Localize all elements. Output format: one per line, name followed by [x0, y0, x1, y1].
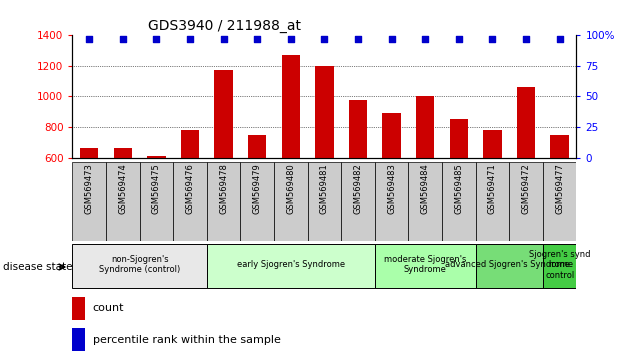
- Bar: [375, 244, 476, 287]
- Text: GSM569473: GSM569473: [85, 163, 94, 214]
- Bar: [450, 119, 468, 158]
- Bar: [375, 162, 408, 241]
- Bar: [72, 244, 207, 287]
- Text: non-Sjogren's
Syndrome (control): non-Sjogren's Syndrome (control): [99, 255, 180, 274]
- Text: percentile rank within the sample: percentile rank within the sample: [93, 335, 280, 344]
- Point: [84, 36, 94, 42]
- Bar: [140, 162, 173, 241]
- Point: [554, 36, 564, 42]
- Text: moderate Sjogren's
Syndrome: moderate Sjogren's Syndrome: [384, 255, 466, 274]
- Point: [521, 36, 531, 42]
- Text: GSM569485: GSM569485: [454, 163, 463, 214]
- Bar: [207, 162, 241, 241]
- Bar: [315, 66, 334, 158]
- Bar: [349, 100, 367, 158]
- Text: GSM569471: GSM569471: [488, 163, 497, 214]
- Point: [118, 36, 128, 42]
- Text: GSM569482: GSM569482: [353, 163, 362, 214]
- Bar: [476, 162, 509, 241]
- Bar: [282, 55, 300, 158]
- Bar: [248, 135, 266, 158]
- Text: GSM569483: GSM569483: [387, 163, 396, 214]
- Bar: [509, 162, 543, 241]
- Text: GSM569481: GSM569481: [320, 163, 329, 214]
- Point: [185, 36, 195, 42]
- Bar: [483, 130, 501, 158]
- Bar: [476, 244, 543, 287]
- Bar: [442, 162, 476, 241]
- Bar: [173, 162, 207, 241]
- Bar: [274, 162, 307, 241]
- Text: GSM569475: GSM569475: [152, 163, 161, 214]
- Bar: [72, 162, 106, 241]
- Bar: [106, 162, 140, 241]
- Bar: [72, 328, 85, 351]
- Bar: [416, 96, 435, 158]
- Text: GSM569484: GSM569484: [421, 163, 430, 214]
- Text: early Sjogren's Syndrome: early Sjogren's Syndrome: [237, 260, 345, 269]
- Point: [420, 36, 430, 42]
- Text: GSM569477: GSM569477: [555, 163, 564, 214]
- Bar: [408, 162, 442, 241]
- Point: [252, 36, 262, 42]
- Text: GSM569480: GSM569480: [287, 163, 295, 214]
- Bar: [207, 244, 375, 287]
- Point: [286, 36, 296, 42]
- Text: GSM569474: GSM569474: [118, 163, 127, 214]
- Bar: [517, 86, 536, 158]
- Point: [151, 36, 161, 42]
- Point: [488, 36, 498, 42]
- Text: count: count: [93, 303, 124, 313]
- Text: GSM569478: GSM569478: [219, 163, 228, 214]
- Text: Sjogren's synd
rome
control: Sjogren's synd rome control: [529, 250, 590, 280]
- Point: [353, 36, 363, 42]
- Text: GSM569479: GSM569479: [253, 163, 261, 214]
- Bar: [214, 70, 233, 158]
- Point: [219, 36, 229, 42]
- Bar: [543, 244, 576, 287]
- Text: GSM569472: GSM569472: [522, 163, 530, 214]
- Bar: [307, 162, 341, 241]
- Bar: [80, 148, 98, 158]
- Bar: [382, 113, 401, 158]
- Bar: [341, 162, 375, 241]
- Text: disease state: disease state: [3, 262, 72, 272]
- Text: GSM569476: GSM569476: [186, 163, 195, 214]
- Text: advanced Sjogren's Syndrome: advanced Sjogren's Syndrome: [445, 260, 573, 269]
- Point: [387, 36, 397, 42]
- Bar: [72, 297, 85, 320]
- Bar: [113, 148, 132, 158]
- Bar: [543, 162, 576, 241]
- Point: [319, 36, 329, 42]
- Bar: [147, 156, 166, 158]
- Point: [454, 36, 464, 42]
- Bar: [181, 130, 199, 158]
- Text: GDS3940 / 211988_at: GDS3940 / 211988_at: [148, 19, 301, 33]
- Bar: [551, 135, 569, 158]
- Bar: [241, 162, 274, 241]
